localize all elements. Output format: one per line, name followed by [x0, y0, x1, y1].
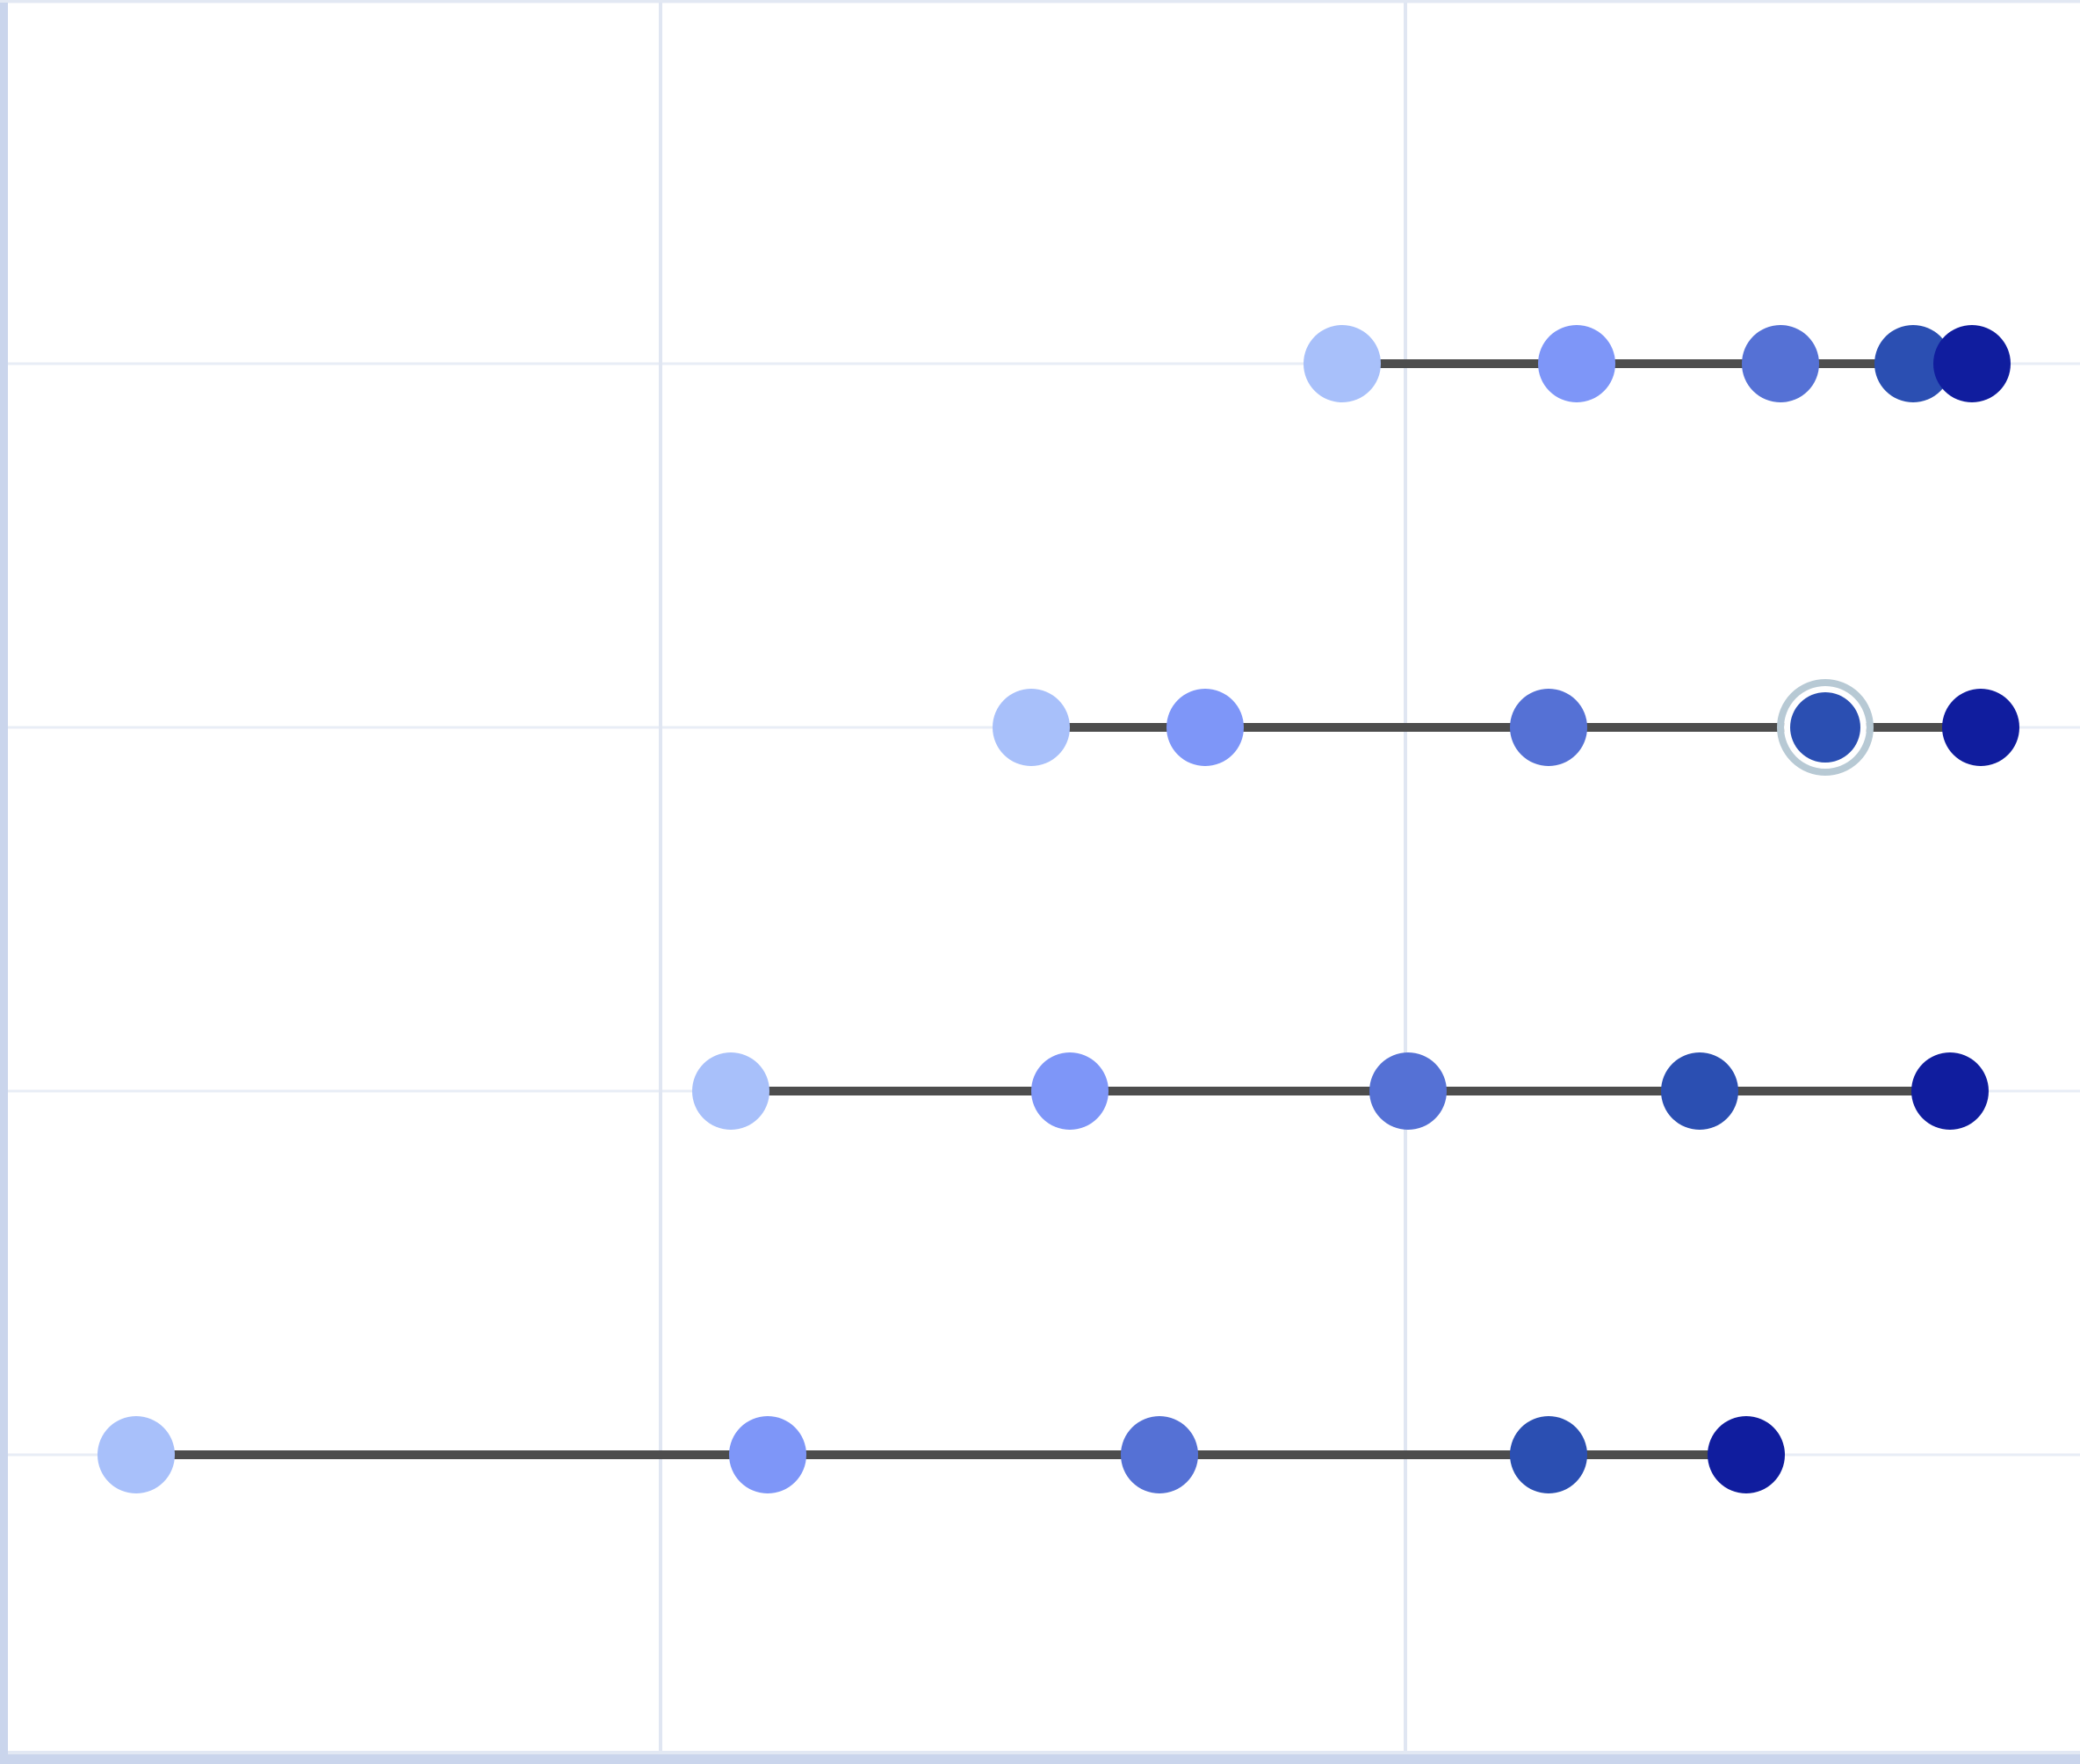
top-border-line [0, 0, 2080, 3]
highlight-ring [1777, 679, 1874, 776]
data-point[interactable] [1031, 1052, 1109, 1130]
bottom-axis-border [0, 1754, 2080, 1764]
data-point[interactable] [98, 1416, 175, 1493]
data-point[interactable] [1510, 1416, 1587, 1493]
data-point[interactable] [1166, 689, 1244, 766]
data-point[interactable] [692, 1052, 769, 1130]
data-point[interactable] [1661, 1052, 1738, 1130]
data-point[interactable] [1121, 1416, 1198, 1493]
data-point-highlighted[interactable] [1790, 692, 1860, 763]
data-point[interactable] [1510, 689, 1587, 766]
left-axis-border [0, 0, 8, 1764]
data-point[interactable] [1369, 1052, 1447, 1130]
bottom-axis-inner-line [0, 1751, 2080, 1754]
data-point[interactable] [993, 689, 1070, 766]
data-point[interactable] [729, 1416, 806, 1493]
data-point[interactable] [1874, 325, 1952, 402]
data-point[interactable] [1304, 325, 1381, 402]
data-point[interactable] [1933, 325, 2011, 402]
data-point[interactable] [1942, 689, 2019, 766]
data-point[interactable] [1911, 1052, 1989, 1130]
data-point[interactable] [1708, 1416, 1785, 1493]
data-point[interactable] [1538, 325, 1615, 402]
data-point[interactable] [1742, 325, 1819, 402]
